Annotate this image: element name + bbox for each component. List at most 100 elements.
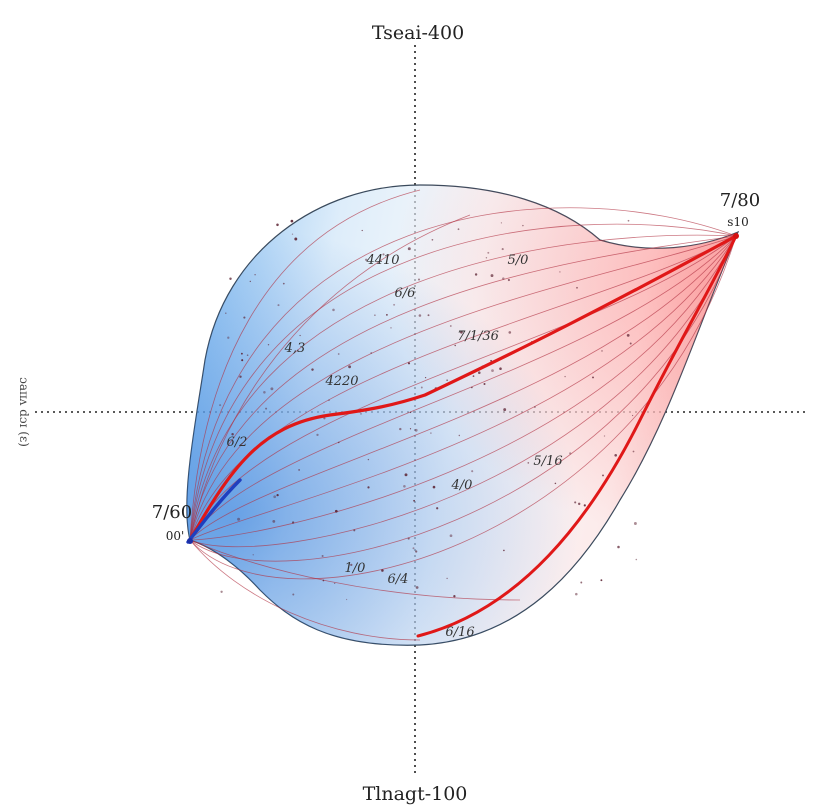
scatter-dot: [299, 334, 301, 337]
scatter-dot: [265, 407, 268, 410]
scatter-dot: [277, 304, 280, 307]
scatter-dot: [413, 499, 415, 502]
scatter-dot: [499, 367, 502, 370]
trajectory-line: [189, 235, 737, 541]
left-endpoint-marker: [187, 538, 193, 544]
scatter-dot: [323, 417, 326, 420]
scatter-dots: [219, 219, 638, 601]
scatter-dot: [471, 386, 473, 389]
scatter-dot: [627, 219, 630, 222]
scatter-dot: [404, 473, 408, 477]
annotation-labels: 4410 5/0 4,3 7/1/36 6/6 4220 6/2 4/0 5/1…: [227, 253, 563, 640]
scatter-dot: [485, 257, 488, 259]
scatter-dot: [273, 495, 277, 499]
trajectory-lines: [189, 189, 737, 641]
trajectory-line: [189, 214, 471, 541]
scatter-dot: [446, 577, 448, 580]
scatter-dot: [393, 303, 396, 306]
scatter-dot: [239, 375, 242, 378]
scatter-dot: [487, 251, 490, 254]
scatter-dot: [332, 308, 335, 312]
scatter-dot: [338, 441, 340, 444]
trajectory-line: [189, 207, 737, 541]
scatter-dot: [350, 563, 353, 567]
trajectory-line: [189, 235, 737, 541]
scatter-dot: [500, 222, 503, 224]
scatter-dot: [614, 453, 618, 457]
scatter-dot: [334, 509, 338, 513]
scatter-dot: [386, 314, 388, 316]
scatter-dot: [270, 387, 274, 391]
scatter-dot: [454, 344, 456, 347]
trajectory-line: [189, 235, 737, 541]
scatter-dot: [243, 316, 246, 319]
trajectory-line: [189, 235, 737, 541]
scatter-dot: [617, 545, 620, 549]
trajectory-line: [189, 235, 737, 541]
scatter-dot: [491, 369, 494, 372]
annotation-label: 4220: [324, 374, 358, 389]
scatter-dot: [272, 519, 276, 523]
scatter-dot: [390, 327, 392, 329]
scatter-dot: [490, 359, 492, 362]
annotation-label: 6/16: [445, 625, 474, 640]
scatter-dot: [407, 537, 410, 540]
scatter-dot: [282, 282, 285, 285]
scatter-dot: [427, 314, 430, 317]
annotation-label: 4410: [365, 253, 399, 268]
scatter-dot: [431, 238, 434, 241]
scatter-dot: [635, 558, 638, 561]
left-endpoint-value: 7/60: [152, 502, 192, 523]
annotation-label: 5/0: [508, 253, 529, 268]
scatter-dot: [600, 579, 603, 582]
right-endpoint-value: 7/80: [720, 190, 760, 211]
scatter-dot: [471, 470, 474, 473]
scatter-dot: [503, 549, 505, 552]
scatter-dot: [381, 569, 384, 572]
annotation-label: 4/0: [451, 478, 473, 493]
scatter-dot: [449, 325, 452, 327]
scatter-dot: [432, 485, 436, 489]
scatter-dot: [436, 507, 439, 510]
scatter-dot: [580, 581, 583, 584]
scatter-dot: [412, 547, 415, 550]
trajectory-line: [189, 223, 737, 541]
annotation-label: 6/4: [388, 572, 409, 587]
scatter-dot: [602, 474, 604, 477]
scatter-dot: [276, 493, 279, 497]
trajectory-line: [189, 235, 737, 541]
scatter-dot: [478, 371, 481, 374]
scatter-dot: [527, 462, 530, 464]
scatter-dot: [249, 280, 251, 283]
scatter-dot: [231, 432, 234, 436]
bottom-axis-label: Tlnagt-100: [363, 783, 468, 805]
scatter-dot: [483, 382, 486, 386]
scatter-dot: [361, 229, 363, 232]
scatter-dot: [474, 273, 478, 276]
scatter-dot: [502, 277, 505, 280]
scatter-dot: [328, 399, 330, 401]
scatter-dot: [583, 504, 586, 507]
scatter-dot: [220, 590, 223, 593]
scatter-dot: [601, 350, 603, 352]
trajectory-line: [189, 235, 737, 541]
scatter-dot: [225, 312, 227, 314]
trajectory-line: [189, 539, 421, 641]
scatter-dot: [574, 501, 577, 504]
scatter-dot: [382, 253, 385, 256]
scatter-dot: [348, 365, 352, 369]
scatter-dot: [294, 237, 298, 241]
scatter-dot: [219, 404, 222, 407]
left-axis-label: ɔaɪɪʌ dɔɪ (ɛ): [17, 377, 31, 447]
right-endpoint-sub: s10: [727, 215, 748, 229]
scatter-dot: [241, 359, 244, 362]
scatter-dot: [367, 458, 370, 461]
scatter-dot: [345, 598, 348, 601]
scatter-dot: [472, 375, 475, 377]
blue-start-segment: [186, 478, 242, 544]
scatter-dot: [415, 550, 418, 553]
scatter-dot: [575, 592, 578, 596]
scatter-dot: [322, 579, 325, 582]
scatter-dot: [554, 482, 557, 485]
scatter-dot: [603, 435, 606, 437]
